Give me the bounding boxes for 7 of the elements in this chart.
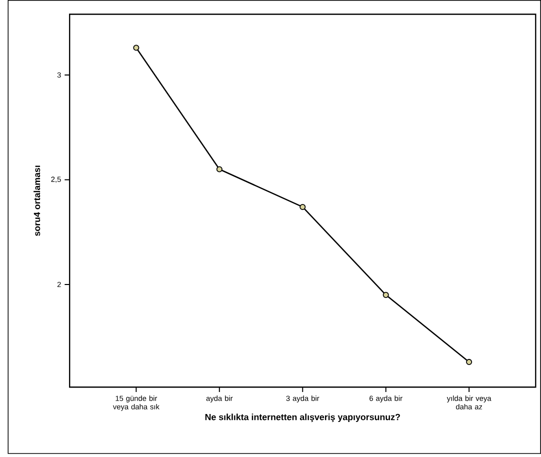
point xyxy=(133,44,140,51)
point xyxy=(382,292,389,298)
point xyxy=(216,166,222,172)
x-axis-title: Ne sıklıkta internetten alışveriş yapıyorsunuz? xyxy=(205,414,400,422)
y-axis-title: soru4 ortalaması xyxy=(34,166,40,236)
point xyxy=(466,359,472,366)
point xyxy=(300,204,306,210)
